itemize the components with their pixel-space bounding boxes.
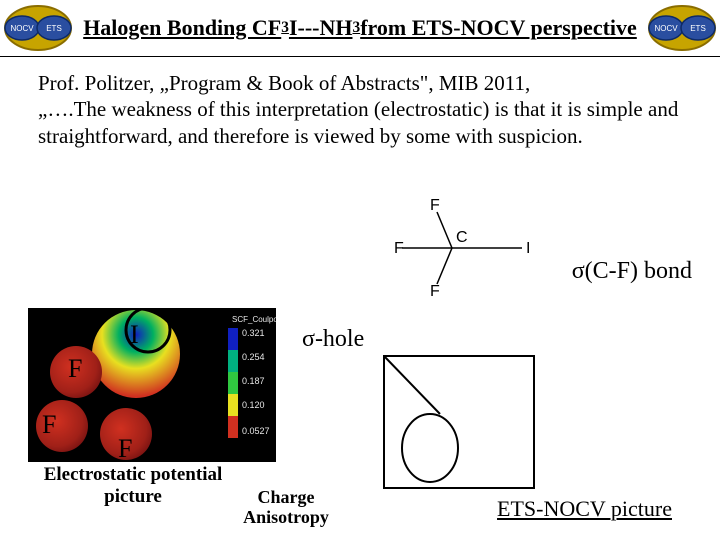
svg-text:0.187: 0.187 (242, 376, 265, 386)
svg-text:0.0527: 0.0527 (242, 426, 270, 436)
svg-text:F: F (430, 198, 440, 214)
logo-label-ets: ETS (46, 24, 62, 33)
charge-anisotropy-sketch (380, 352, 538, 492)
sigma-hole-label: σ-hole (302, 326, 364, 353)
slide-title: Halogen Bonding CF3I---NH3 from ETS-NOCV… (82, 0, 638, 56)
svg-text:F: F (430, 283, 440, 298)
logo-label-nocv: NOCV (10, 24, 34, 33)
esp-label-F2: F (42, 410, 56, 440)
svg-text:0.321: 0.321 (242, 328, 265, 338)
slide-header: NOCV ETS NOCV ETS Halogen Bonding CF3I--… (0, 0, 720, 57)
quote-line1: Prof. Politzer, „Program & Book of Abstr… (38, 71, 530, 95)
esp-label-F3: F (118, 434, 132, 464)
sigma-bond-label: σ(C-F) bond (572, 258, 692, 285)
quote-text: Prof. Politzer, „Program & Book of Abstr… (38, 70, 690, 149)
etsnocv-caption: ETS-NOCV picture (497, 496, 672, 522)
esp-plot: SCF_Coulpot 0.321 0.254 0.187 0.120 0.05… (28, 308, 276, 462)
svg-text:0.120: 0.120 (242, 400, 265, 410)
svg-text:SCF_Coulpot: SCF_Coulpot (232, 315, 276, 324)
esp-label-F1: F (68, 354, 82, 384)
svg-text:C: C (456, 229, 468, 246)
charge-anisotropy-caption: Charge Anisotropy (226, 488, 346, 528)
quote-line2: „….The weakness of this interpretation (… (38, 97, 678, 147)
esp-caption: Electrostatic potential picture (28, 464, 238, 508)
svg-text:ETS: ETS (690, 24, 706, 33)
svg-text:0.254: 0.254 (242, 352, 265, 362)
svg-text:I: I (526, 240, 530, 257)
svg-text:NOCV: NOCV (654, 24, 678, 33)
logo-left: NOCV ETS (2, 2, 74, 54)
esp-label-I: I (130, 320, 139, 350)
cf3i-structure-diagram: F F F C I (382, 198, 542, 298)
svg-text:F: F (394, 240, 404, 257)
logo-right: NOCV ETS (646, 2, 718, 54)
